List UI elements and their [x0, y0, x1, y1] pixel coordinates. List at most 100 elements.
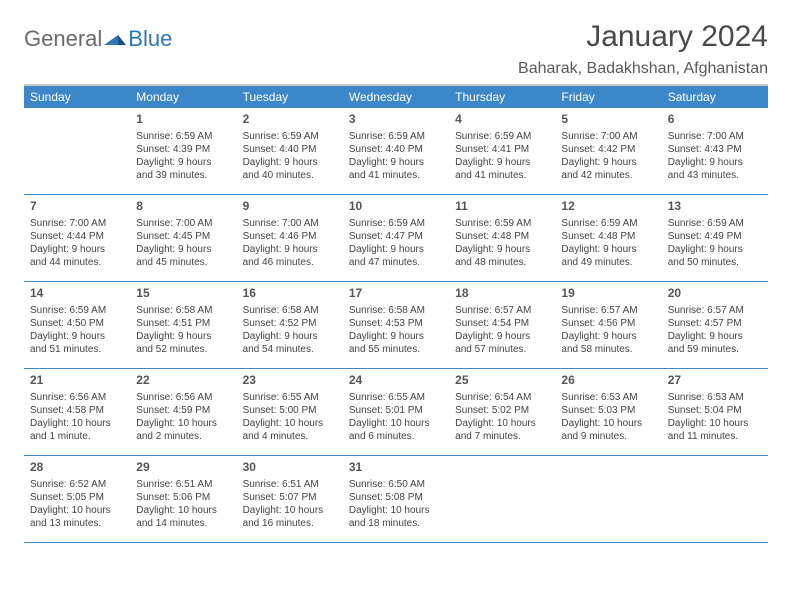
daylight-line: Daylight: 9 hours and 49 minutes. — [561, 243, 655, 269]
brand-part1: General — [24, 26, 102, 52]
daylight-line: Daylight: 9 hours and 42 minutes. — [561, 156, 655, 182]
daylight-line: Daylight: 9 hours and 46 minutes. — [243, 243, 337, 269]
day-number: 4 — [455, 112, 549, 128]
daylight-line: Daylight: 9 hours and 58 minutes. — [561, 330, 655, 356]
sunset-line: Sunset: 5:03 PM — [561, 404, 655, 417]
sunrise-line: Sunrise: 6:58 AM — [243, 304, 337, 317]
day-cell: 8 Sunrise: 7:00 AMSunset: 4:45 PMDaylight… — [130, 195, 236, 281]
sunrise-line: Sunrise: 6:55 AM — [243, 391, 337, 404]
week-row: 21Sunrise: 6:56 AMSunset: 4:58 PMDayligh… — [24, 369, 768, 456]
sunset-line: Sunset: 4:48 PM — [455, 230, 549, 243]
sunrise-line: Sunrise: 6:59 AM — [136, 130, 230, 143]
sunrise-line: Sunrise: 7:00 AM — [136, 217, 230, 230]
daylight-line: Daylight: 9 hours and 45 minutes. — [136, 243, 230, 269]
calendar-page: General Blue January 2024 Baharak, Badak… — [0, 0, 792, 563]
brand-logo: General Blue — [24, 20, 172, 52]
day-number: 24 — [349, 373, 443, 389]
day-number: 12 — [561, 199, 655, 215]
week-row: 7Sunrise: 7:00 AMSunset: 4:44 PMDaylight… — [24, 195, 768, 282]
day-header-mon: Monday — [130, 86, 236, 108]
daylight-line: Daylight: 10 hours and 11 minutes. — [668, 417, 762, 443]
day-cell: 6Sunrise: 7:00 AMSunset: 4:43 PMDaylight… — [662, 108, 768, 194]
daylight-line: Daylight: 10 hours and 1 minute. — [30, 417, 124, 443]
sunrise-line: Sunrise: 6:59 AM — [30, 304, 124, 317]
day-cell: 12Sunrise: 6:59 AMSunset: 4:48 PMDayligh… — [555, 195, 661, 281]
daylight-line: Daylight: 9 hours and 59 minutes. — [668, 330, 762, 356]
day-header-sat: Saturday — [662, 86, 768, 108]
page-header: General Blue January 2024 Baharak, Badak… — [24, 20, 768, 78]
sunrise-line: Sunrise: 6:51 AM — [243, 478, 337, 491]
day-number: 20 — [668, 286, 762, 302]
day-number: 1 — [136, 112, 230, 128]
day-cell: 23Sunrise: 6:55 AMSunset: 5:00 PMDayligh… — [237, 369, 343, 455]
empty-cell — [555, 456, 661, 542]
daylight-line: Daylight: 9 hours and 47 minutes. — [349, 243, 443, 269]
sunset-line: Sunset: 5:00 PM — [243, 404, 337, 417]
day-number: 8 — [136, 199, 230, 215]
sunset-line: Sunset: 4:56 PM — [561, 317, 655, 330]
sunrise-line: Sunrise: 6:59 AM — [243, 130, 337, 143]
sunrise-line: Sunrise: 6:59 AM — [349, 130, 443, 143]
sunset-line: Sunset: 4:42 PM — [561, 143, 655, 156]
day-number: 3 — [349, 112, 443, 128]
sunset-line: Sunset: 4:45 PM — [136, 230, 230, 243]
sunrise-line: Sunrise: 6:53 AM — [668, 391, 762, 404]
day-cell: 21Sunrise: 6:56 AMSunset: 4:58 PMDayligh… — [24, 369, 130, 455]
day-number: 28 — [30, 460, 124, 476]
sunrise-line: Sunrise: 6:59 AM — [349, 217, 443, 230]
day-number: 17 — [349, 286, 443, 302]
sunrise-line: Sunrise: 6:54 AM — [455, 391, 549, 404]
brand-part2: Blue — [128, 26, 172, 52]
sunset-line: Sunset: 4:49 PM — [668, 230, 762, 243]
sunset-line: Sunset: 4:53 PM — [349, 317, 443, 330]
daylight-line: Daylight: 9 hours and 39 minutes. — [136, 156, 230, 182]
day-header-sun: Sunday — [24, 86, 130, 108]
daylight-line: Daylight: 10 hours and 13 minutes. — [30, 504, 124, 530]
sunset-line: Sunset: 4:59 PM — [136, 404, 230, 417]
day-cell: 29Sunrise: 6:51 AMSunset: 5:06 PMDayligh… — [130, 456, 236, 542]
sunrise-line: Sunrise: 7:00 AM — [561, 130, 655, 143]
sunset-line: Sunset: 5:05 PM — [30, 491, 124, 504]
sunrise-line: Sunrise: 6:59 AM — [455, 130, 549, 143]
sunrise-line: Sunrise: 6:50 AM — [349, 478, 443, 491]
daylight-line: Daylight: 10 hours and 7 minutes. — [455, 417, 549, 443]
sunset-line: Sunset: 4:57 PM — [668, 317, 762, 330]
day-cell: 5Sunrise: 7:00 AMSunset: 4:42 PMDaylight… — [555, 108, 661, 194]
day-cell: 17Sunrise: 6:58 AMSunset: 4:53 PMDayligh… — [343, 282, 449, 368]
day-cell: 20Sunrise: 6:57 AMSunset: 4:57 PMDayligh… — [662, 282, 768, 368]
location-subtitle: Baharak, Badakhshan, Afghanistan — [518, 60, 768, 78]
day-cell: 4Sunrise: 6:59 AMSunset: 4:41 PMDaylight… — [449, 108, 555, 194]
sunrise-line: Sunrise: 6:51 AM — [136, 478, 230, 491]
day-number: 29 — [136, 460, 230, 476]
sunrise-line: Sunrise: 6:58 AM — [136, 304, 230, 317]
sunset-line: Sunset: 4:40 PM — [349, 143, 443, 156]
sunset-line: Sunset: 5:07 PM — [243, 491, 337, 504]
day-number: 6 — [668, 112, 762, 128]
sunrise-line: Sunrise: 7:00 AM — [30, 217, 124, 230]
sunrise-line: Sunrise: 6:52 AM — [30, 478, 124, 491]
day-number: 25 — [455, 373, 549, 389]
day-cell: 19Sunrise: 6:57 AMSunset: 4:56 PMDayligh… — [555, 282, 661, 368]
day-number: 30 — [243, 460, 337, 476]
daylight-line: Daylight: 10 hours and 16 minutes. — [243, 504, 337, 530]
sunset-line: Sunset: 4:40 PM — [243, 143, 337, 156]
daylight-line: Daylight: 10 hours and 9 minutes. — [561, 417, 655, 443]
daylight-line: Daylight: 9 hours and 41 minutes. — [455, 156, 549, 182]
sunset-line: Sunset: 5:04 PM — [668, 404, 762, 417]
sunset-line: Sunset: 4:44 PM — [30, 230, 124, 243]
day-cell: 9Sunrise: 7:00 AMSunset: 4:46 PMDaylight… — [237, 195, 343, 281]
sunrise-line: Sunrise: 6:57 AM — [561, 304, 655, 317]
sunrise-line: Sunrise: 6:53 AM — [561, 391, 655, 404]
day-header-tue: Tuesday — [237, 86, 343, 108]
sunrise-line: Sunrise: 7:00 AM — [243, 217, 337, 230]
sunrise-line: Sunrise: 6:56 AM — [136, 391, 230, 404]
day-number: 2 — [243, 112, 337, 128]
daylight-line: Daylight: 9 hours and 57 minutes. — [455, 330, 549, 356]
day-cell: 13Sunrise: 6:59 AMSunset: 4:49 PMDayligh… — [662, 195, 768, 281]
daylight-line: Daylight: 10 hours and 4 minutes. — [243, 417, 337, 443]
empty-cell — [449, 456, 555, 542]
day-number: 11 — [455, 199, 549, 215]
sunrise-line: Sunrise: 6:58 AM — [349, 304, 443, 317]
sunset-line: Sunset: 5:01 PM — [349, 404, 443, 417]
empty-cell — [24, 108, 130, 194]
